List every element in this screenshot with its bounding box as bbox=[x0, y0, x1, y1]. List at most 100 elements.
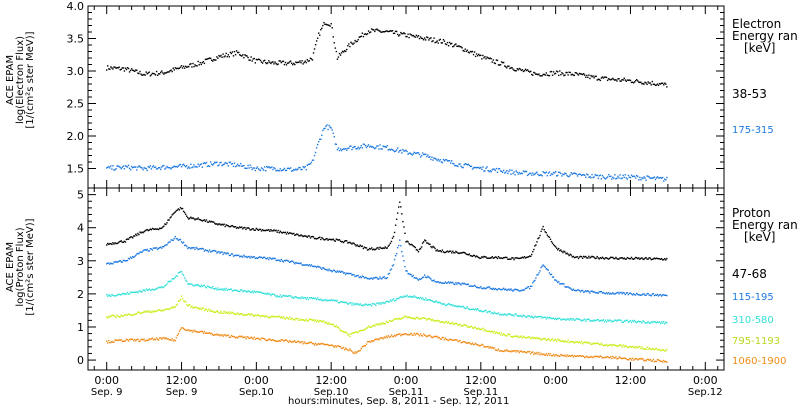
electron-point bbox=[597, 78, 599, 80]
proton-point bbox=[156, 287, 159, 289]
proton-point bbox=[657, 359, 660, 361]
proton-point bbox=[278, 259, 280, 262]
proton-point bbox=[563, 355, 565, 357]
proton-point bbox=[562, 283, 564, 285]
proton-point bbox=[208, 220, 211, 222]
electron-point bbox=[254, 169, 257, 172]
proton-point bbox=[613, 357, 615, 359]
proton-point bbox=[208, 286, 211, 288]
proton-point bbox=[567, 355, 569, 358]
proton-point bbox=[367, 340, 370, 343]
proton-point bbox=[205, 219, 208, 221]
electron-point bbox=[159, 167, 161, 169]
proton-point bbox=[548, 354, 551, 356]
electron-point bbox=[522, 70, 525, 73]
proton-point bbox=[555, 280, 558, 282]
electron-point bbox=[243, 164, 245, 167]
electron-point bbox=[483, 57, 485, 59]
proton-point bbox=[161, 227, 163, 229]
proton-point bbox=[300, 262, 302, 264]
proton-point bbox=[612, 343, 614, 346]
proton-point bbox=[328, 268, 330, 270]
proton-point bbox=[515, 257, 517, 259]
proton-point bbox=[470, 343, 473, 345]
electron-point bbox=[233, 162, 236, 164]
proton-point bbox=[223, 252, 225, 254]
proton-point bbox=[288, 340, 291, 342]
proton-point bbox=[360, 348, 363, 350]
proton-point bbox=[243, 336, 245, 338]
proton-point bbox=[271, 339, 273, 341]
proton-point bbox=[323, 267, 325, 269]
proton-point bbox=[283, 339, 286, 342]
electron-point bbox=[517, 173, 519, 175]
electron-point bbox=[430, 37, 432, 39]
electron-point bbox=[386, 30, 388, 32]
proton-point bbox=[604, 257, 607, 259]
proton-point bbox=[395, 218, 398, 220]
proton-point bbox=[500, 350, 503, 352]
proton-point bbox=[150, 289, 153, 291]
proton-point bbox=[279, 230, 281, 232]
electron-point bbox=[451, 160, 453, 162]
proton-point bbox=[305, 342, 307, 345]
proton-point bbox=[506, 256, 508, 259]
proton-point bbox=[648, 347, 650, 349]
proton-point bbox=[656, 349, 659, 351]
electron-point bbox=[292, 63, 294, 66]
electron-point bbox=[660, 177, 663, 179]
proton-point bbox=[163, 245, 165, 248]
proton-point bbox=[557, 281, 559, 284]
electron-point bbox=[389, 149, 392, 151]
proton-point bbox=[144, 290, 146, 292]
electron-point bbox=[174, 67, 176, 69]
proton-point bbox=[276, 315, 278, 318]
electron-point bbox=[625, 177, 628, 179]
electron-point bbox=[613, 78, 615, 81]
electron-point bbox=[587, 174, 589, 176]
proton-point bbox=[253, 290, 255, 292]
proton-point bbox=[445, 304, 448, 307]
electron-point bbox=[338, 149, 341, 152]
electron-point bbox=[274, 61, 276, 63]
electron-point bbox=[518, 67, 520, 70]
proton-point bbox=[271, 315, 273, 317]
electron-point bbox=[456, 165, 458, 167]
electron-point bbox=[539, 174, 541, 176]
proton-point bbox=[559, 355, 561, 357]
proton-point bbox=[492, 287, 494, 290]
proton-point bbox=[614, 319, 616, 321]
proton-point bbox=[198, 331, 200, 334]
proton-point bbox=[280, 339, 282, 341]
proton-point bbox=[646, 293, 648, 295]
electron-point bbox=[443, 159, 446, 162]
proton-point bbox=[120, 314, 122, 316]
proton-point bbox=[353, 352, 355, 355]
proton-point bbox=[517, 315, 519, 317]
proton-point bbox=[175, 275, 178, 277]
electron-point bbox=[493, 168, 496, 171]
proton-point bbox=[510, 335, 512, 338]
electron-point bbox=[271, 166, 273, 168]
electron-point bbox=[138, 72, 140, 75]
proton-point bbox=[554, 246, 557, 248]
electron-point bbox=[396, 33, 399, 36]
proton-point bbox=[584, 341, 586, 343]
electron-point bbox=[386, 144, 388, 147]
proton-point bbox=[425, 297, 427, 299]
proton-point bbox=[496, 257, 499, 260]
electron-point bbox=[375, 147, 377, 149]
proton-point bbox=[228, 312, 231, 315]
proton-point bbox=[483, 287, 485, 289]
proton-point bbox=[415, 333, 418, 335]
proton-point bbox=[395, 334, 398, 336]
proton-point bbox=[453, 251, 455, 254]
proton-point bbox=[493, 257, 496, 259]
proton-point bbox=[614, 357, 616, 359]
proton-point bbox=[407, 296, 409, 298]
proton-point bbox=[358, 330, 360, 332]
proton-point bbox=[145, 229, 147, 231]
electron-point bbox=[573, 74, 576, 77]
proton-point bbox=[313, 265, 316, 268]
electron-point bbox=[174, 166, 176, 168]
